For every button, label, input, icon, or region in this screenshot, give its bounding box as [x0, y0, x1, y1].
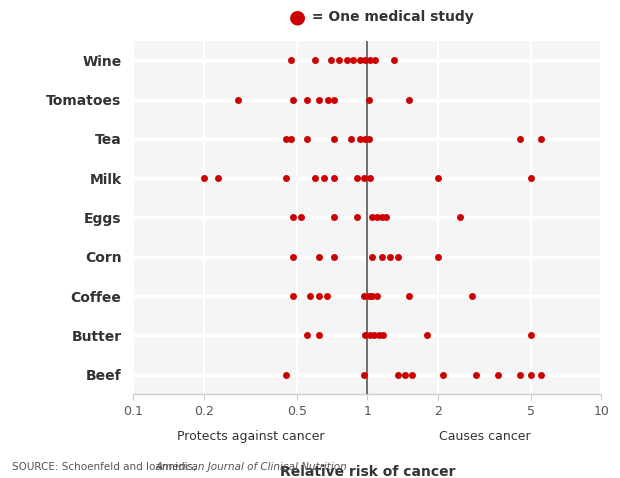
Point	[311, 174, 321, 182]
Point	[329, 253, 339, 261]
Text: Protects against cancer: Protects against cancer	[177, 430, 324, 443]
Point	[367, 253, 377, 261]
Point	[367, 292, 377, 300]
Point	[199, 174, 209, 182]
Point	[365, 332, 375, 339]
Point	[372, 292, 382, 300]
Point	[365, 174, 375, 182]
Text: Relative risk of cancer: Relative risk of cancer	[280, 465, 455, 478]
Point	[301, 332, 311, 339]
Point	[360, 56, 370, 64]
Point	[286, 135, 296, 143]
Point	[326, 56, 336, 64]
Point	[281, 135, 291, 143]
Point	[346, 135, 356, 143]
Text: ●: ●	[289, 7, 306, 26]
Point	[374, 332, 384, 339]
Point	[467, 292, 477, 300]
Point	[433, 253, 443, 261]
Point	[352, 174, 361, 182]
Point	[360, 371, 370, 379]
Point	[404, 96, 414, 103]
Point	[365, 56, 375, 64]
Point	[311, 56, 321, 64]
Point	[365, 292, 374, 300]
Point	[536, 135, 546, 143]
Point	[422, 332, 432, 339]
Point	[288, 214, 298, 221]
Point	[400, 371, 410, 379]
Point	[360, 135, 370, 143]
Point	[393, 371, 403, 379]
Point	[456, 214, 466, 221]
Point	[526, 174, 536, 182]
Point	[213, 174, 223, 182]
Point	[355, 56, 365, 64]
Point	[438, 371, 448, 379]
Point	[471, 371, 480, 379]
Point	[314, 96, 324, 103]
Point	[372, 214, 382, 221]
Point	[515, 371, 525, 379]
Point	[281, 174, 291, 182]
Point	[376, 214, 386, 221]
Point	[376, 253, 386, 261]
Point	[393, 253, 403, 261]
Text: American Journal of Clinical Nutrition: American Journal of Clinical Nutrition	[156, 462, 347, 472]
Point	[360, 174, 370, 182]
Point	[286, 56, 296, 64]
Point	[335, 56, 345, 64]
Point	[365, 135, 374, 143]
Point	[515, 135, 525, 143]
Point	[301, 96, 311, 103]
Point	[355, 135, 365, 143]
Point	[370, 332, 379, 339]
Point	[367, 214, 377, 221]
Point	[329, 135, 339, 143]
Point	[342, 56, 352, 64]
Point	[389, 56, 399, 64]
Point	[288, 253, 298, 261]
Point	[314, 292, 324, 300]
Point	[323, 96, 333, 103]
Point	[378, 332, 388, 339]
Point	[493, 371, 503, 379]
Point	[288, 292, 298, 300]
Point	[233, 96, 243, 103]
Point	[407, 371, 417, 379]
Point	[281, 371, 291, 379]
Point	[352, 214, 361, 221]
Text: SOURCE: Schoenfeld and Ioannidis,: SOURCE: Schoenfeld and Ioannidis,	[12, 462, 200, 472]
Point	[322, 292, 332, 300]
Point	[433, 174, 443, 182]
Point	[370, 56, 380, 64]
Point	[288, 96, 298, 103]
Point	[329, 174, 339, 182]
Point	[526, 332, 536, 339]
Text: = One medical study: = One medical study	[307, 10, 474, 24]
Point	[314, 253, 324, 261]
Point	[296, 214, 306, 221]
Text: Causes cancer: Causes cancer	[438, 430, 530, 443]
Point	[319, 174, 329, 182]
Point	[329, 96, 339, 103]
Point	[305, 292, 315, 300]
Point	[301, 135, 311, 143]
Point	[365, 96, 374, 103]
Point	[360, 292, 370, 300]
Point	[381, 214, 391, 221]
Point	[360, 332, 370, 339]
Point	[526, 371, 536, 379]
Point	[314, 332, 324, 339]
Point	[385, 253, 395, 261]
Point	[404, 292, 414, 300]
Point	[329, 214, 339, 221]
Point	[348, 56, 358, 64]
Point	[536, 371, 546, 379]
